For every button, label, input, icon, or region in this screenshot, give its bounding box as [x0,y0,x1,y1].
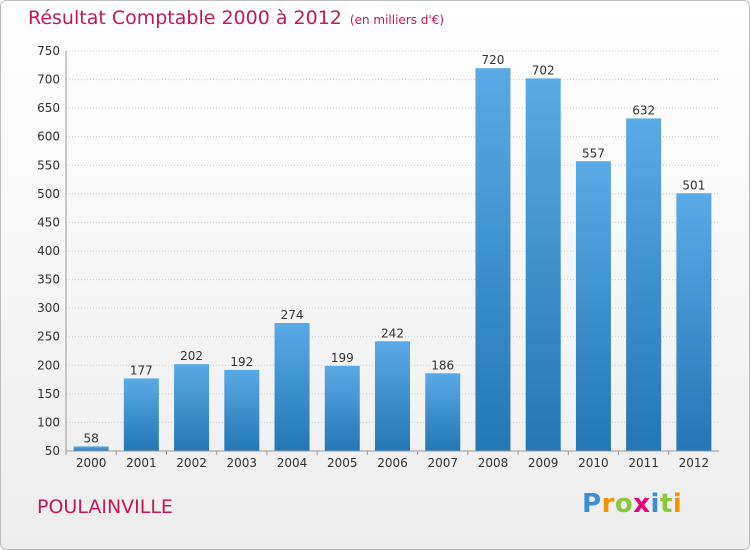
x-tick-label: 2004 [277,456,308,470]
y-tick-label: 350 [37,273,60,287]
y-axis: 50 100 150 200 250 300 350 400 450 500 550 600 650 70… [37,44,67,458]
x-tick-label: 2001 [126,456,157,470]
logo-letter: r [601,489,615,519]
bar [224,369,260,451]
bar [174,364,210,451]
chart-title: Résultat Comptable 2000 à 2012 (en millie… [28,7,444,29]
bar [274,323,310,451]
chart-title-main: Résultat Comptable 2000 à 2012 [28,7,342,29]
y-tick-label: 300 [37,301,60,315]
bar [575,161,611,452]
logo-letter: P [582,489,602,519]
city-name: POULAINVILLE [37,496,173,518]
x-tick-label: 2007 [427,456,458,470]
y-tick-label: 250 [37,330,60,344]
data-label: 199 [331,351,354,365]
y-tick-label: 50 [45,444,60,458]
logo-letter: o [614,489,634,519]
logo-letter: i [672,489,683,519]
x-tick-label: 2003 [227,456,258,470]
y-tick-label: 100 [37,415,60,429]
y-tick-label: 400 [37,244,60,258]
bar [123,378,159,451]
data-label: 501 [682,178,705,192]
bar [425,373,461,451]
data-label: 720 [482,53,505,67]
y-tick-label: 450 [37,215,60,229]
data-label: 274 [281,308,304,322]
x-tick-label: 2005 [327,456,358,470]
x-tick-label: 2006 [377,456,408,470]
data-label: 557 [582,146,605,160]
x-tick-label: 2012 [679,456,710,470]
bar [324,365,360,451]
x-tick-label: 2010 [578,456,609,470]
bar [375,341,410,451]
y-tick-label: 700 [37,73,60,87]
x-tick-label: 2002 [176,456,207,470]
bar [525,78,561,451]
y-tick-label: 550 [37,158,60,172]
logo-letter: x [633,489,651,519]
data-labels: 58 177 202 192 274 199 242 186 720 702 557 632 501 [83,53,705,445]
x-tick-label: 2008 [478,456,509,470]
data-label: 632 [632,103,655,117]
bar [475,68,511,452]
data-label: 242 [381,326,404,340]
y-tick-label: 600 [37,130,60,144]
x-tick-label: 2011 [628,456,659,470]
y-tick-label: 150 [37,387,60,401]
data-label: 186 [431,358,454,372]
y-tick-label: 500 [37,187,60,201]
y-tick-label: 650 [37,101,60,115]
data-label: 192 [230,355,253,369]
logo-letter: i [650,489,660,519]
proxiti-logo[interactable]: Proxiti [582,489,682,519]
chart-title-unit: (en milliers d'€) [349,13,445,27]
y-tick-label: 200 [37,358,60,372]
data-label: 202 [180,349,203,363]
bars [73,68,712,452]
bar [73,446,109,451]
data-label: 58 [83,431,98,445]
bar [626,118,662,451]
data-label: 177 [130,363,153,377]
x-tick-label: 2009 [528,456,559,470]
bar [676,193,712,452]
x-axis: 2000 2001 2002 2003 2004 2005 2006 2007 2008 2009… [65,450,719,470]
x-tick-label: 2000 [76,456,107,470]
logo-letter: t [659,489,673,519]
data-label: 702 [532,63,555,77]
y-tick-label: 750 [37,44,60,58]
